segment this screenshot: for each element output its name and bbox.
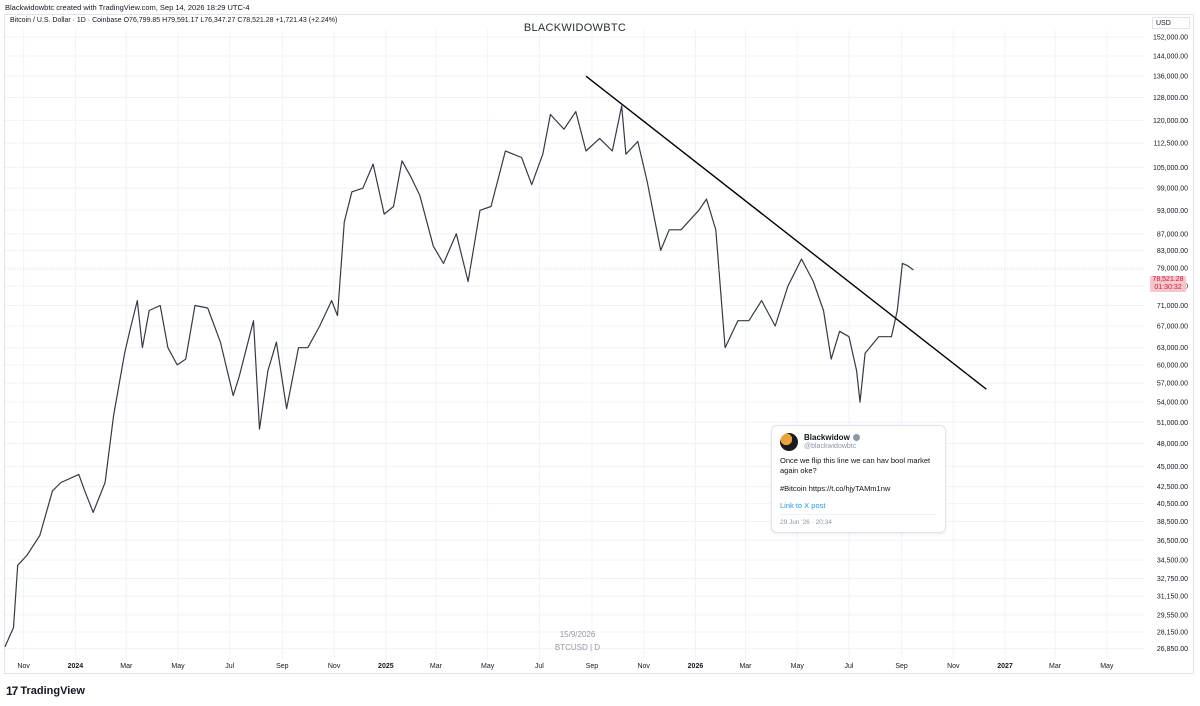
verified-icon xyxy=(852,434,860,442)
y-tick-label: 144,000.00 xyxy=(1153,53,1188,60)
tradingview-logo-icon: 17 xyxy=(6,684,18,698)
high-value: H79,591.17 xyxy=(162,17,199,24)
y-tick-label: 87,000.00 xyxy=(1157,231,1188,238)
y-axis-ticks: 152,000.00 144,000.00 136,000.00 128,000.00… xyxy=(1153,34,1188,653)
y-tick-label: 60,000.00 xyxy=(1157,362,1188,369)
tweet-author: Blackwidow xyxy=(804,433,860,442)
y-tick-label: 93,000.00 xyxy=(1157,208,1188,215)
x-tick-label: Mar xyxy=(739,663,752,670)
x-tick-label: May xyxy=(171,663,185,670)
last-price-tag: 78,521.28 01:30:32 xyxy=(1150,276,1186,292)
x-tick-label: Sep xyxy=(586,663,599,670)
y-tick-label: 51,000.00 xyxy=(1157,420,1188,427)
y-tick-label: 128,000.00 xyxy=(1153,95,1188,102)
y-tick-label: 57,000.00 xyxy=(1157,381,1188,388)
tweet-divider xyxy=(780,514,937,515)
x-tick-label: Jul xyxy=(535,663,544,670)
y-tick-label: 71,000.00 xyxy=(1157,303,1188,310)
y-tick-label: 54,000.00 xyxy=(1157,400,1188,407)
y-tick-label: 36,500.00 xyxy=(1157,538,1188,545)
x-tick-label: Nov xyxy=(947,663,960,670)
price-series-line xyxy=(4,105,914,647)
y-tick-label: 45,000.00 xyxy=(1157,464,1188,471)
x-tick-label: 2024 xyxy=(68,663,84,670)
y-tick-label: 40,500.00 xyxy=(1157,501,1188,508)
y-tick-label: 152,000.00 xyxy=(1153,34,1188,41)
symbol-ohlc-line: Bitcoin / U.S. Dollar · 1D · Coinbase O7… xyxy=(10,17,337,24)
chart-grid xyxy=(5,30,1145,660)
x-tick-label: 2027 xyxy=(997,663,1013,670)
last-price-label: 78,521.28 xyxy=(1152,276,1184,283)
x-tick-label: May xyxy=(1100,663,1114,670)
x-axis-ticks: Nov 2024 Mar May Jul Sep Nov 2025 Mar May Jul Sep No… xyxy=(17,663,1114,670)
watermark-date: 15/9/2026 xyxy=(559,630,596,639)
y-tick-label: 83,000.00 xyxy=(1157,248,1188,255)
embedded-tweet-card[interactable]: Blackwidow @blackwidowbtc Once we flip t… xyxy=(771,425,946,533)
x-tick-label: Mar xyxy=(1049,663,1062,670)
low-value: L76,347.27 xyxy=(200,17,236,24)
x-tick-label: 2026 xyxy=(688,663,704,670)
x-tick-label: Nov xyxy=(637,663,650,670)
y-tick-label: 112,500.00 xyxy=(1153,141,1188,148)
y-tick-label: 48,000.00 xyxy=(1157,441,1188,448)
tweet-text-hashtag-line: #Bitcoin https://t.co/hjyTAMm1nw xyxy=(780,484,891,493)
x-tick-label: Sep xyxy=(895,663,908,670)
tradingview-logo[interactable]: 17 TradingView xyxy=(6,684,85,698)
x-tick-label: Nov xyxy=(17,663,30,670)
tweet-handle: @blackwidowbtc xyxy=(804,443,857,450)
tradingview-brand: TradingView xyxy=(20,685,85,697)
tweet-text: Once we flip this line we can hav bool m… xyxy=(780,456,940,503)
y-tick-label: 29,550.00 xyxy=(1157,612,1188,619)
x-tick-label: Sep xyxy=(276,663,289,670)
close-value: C78,521.28 xyxy=(237,17,274,24)
x-tick-label: May xyxy=(481,663,495,670)
x-tick-label: Jul xyxy=(225,663,234,670)
symbol-label: Bitcoin / U.S. Dollar · 1D · Coinbase xyxy=(10,17,122,24)
tweet-timestamp: 29 Jun '26 · 20:34 xyxy=(780,519,832,526)
created-by-line: Blackwidowbtc created with TradingView.c… xyxy=(5,3,250,12)
y-tick-label: 67,000.00 xyxy=(1157,323,1188,330)
y-tick-label: 38,500.00 xyxy=(1157,519,1188,526)
y-tick-label: 136,000.00 xyxy=(1153,74,1188,81)
trendline xyxy=(585,75,987,390)
y-tick-label: 42,500.00 xyxy=(1157,484,1188,491)
y-tick-label: 105,000.00 xyxy=(1153,165,1188,172)
x-tick-label: Jul xyxy=(844,663,853,670)
tweet-text-line: Once we flip this line we can hav bool m… xyxy=(780,456,931,475)
y-tick-label: 63,000.00 xyxy=(1157,345,1188,352)
tweet-author-name: Blackwidow xyxy=(804,433,850,442)
currency-selector[interactable]: USD xyxy=(1152,17,1190,29)
x-tick-label: Mar xyxy=(430,663,443,670)
change-value: +1,721.43 (+2.24%) xyxy=(275,17,338,24)
watermark-symbol: BTCUSD | D xyxy=(554,643,601,652)
x-tick-label: 2025 xyxy=(378,663,394,670)
x-tick-label: Nov xyxy=(328,663,341,670)
y-tick-label: 34,500.00 xyxy=(1157,558,1188,565)
bar-countdown: 01:30:32 xyxy=(1154,284,1182,291)
y-tick-label: 99,000.00 xyxy=(1157,186,1188,193)
x-tick-label: Mar xyxy=(120,663,133,670)
avatar xyxy=(780,433,798,451)
chart-frame xyxy=(4,14,1194,674)
x-tick-label: May xyxy=(791,663,805,670)
y-tick-label: 120,000.00 xyxy=(1153,118,1188,125)
y-tick-label: 31,150.00 xyxy=(1157,594,1188,601)
y-tick-label: 26,850.00 xyxy=(1157,646,1188,653)
y-tick-label: 28,150.00 xyxy=(1157,629,1188,636)
y-tick-label: 79,000.00 xyxy=(1157,265,1188,272)
link-to-x-post[interactable]: Link to X post xyxy=(780,501,826,510)
open-value: O76,799.85 xyxy=(123,17,161,24)
chart-title: BLACKWIDOWBTC xyxy=(523,22,627,34)
y-tick-label: 32,750.00 xyxy=(1157,576,1188,583)
